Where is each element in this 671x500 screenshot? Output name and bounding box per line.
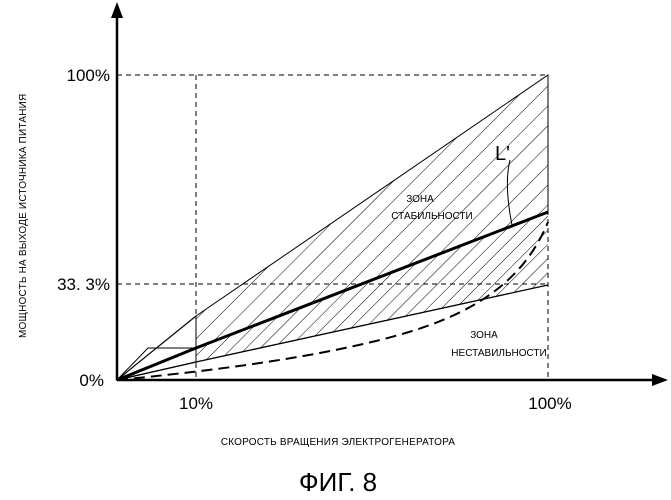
instability-zone-label-2: НЕСТАВИЛЬНОСТИ	[451, 348, 546, 359]
x-axis-label: СКОРОСТЬ ВРАЩЕНИЯ ЭЛЕКТРОГЕНЕРАТОРА	[221, 437, 455, 448]
curve-label: L'	[495, 143, 510, 165]
y-tick-100: 100%	[67, 66, 110, 85]
y-axis-arrow	[111, 2, 123, 18]
x-tick-10: 10%	[179, 394, 213, 413]
instability-zone-label-1: ЗОНА	[470, 330, 498, 341]
figure-caption: ФИГ. 8	[299, 467, 377, 497]
y-axis-label: МОЩНОСТЬ НА ВЫХОДЕ ИСТОЧНИКА ПИТАНИЯ	[18, 94, 29, 338]
x-axis-arrow	[652, 374, 668, 386]
y-tick-0: 0%	[79, 371, 104, 390]
x-tick-100: 100%	[528, 394, 571, 413]
stability-zone-label-2: СТАБИЛЬНОСТИ	[391, 211, 472, 222]
stability-zone-label-1: ЗОНА	[406, 194, 434, 205]
y-tick-33: 33. 3%	[57, 275, 110, 294]
